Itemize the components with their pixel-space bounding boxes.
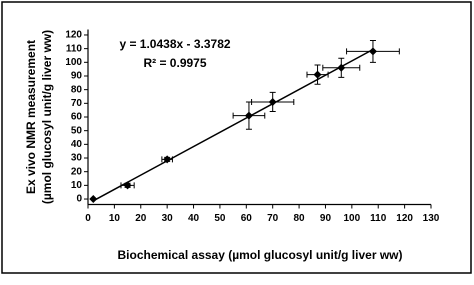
y-tick-label: 0 bbox=[76, 194, 82, 205]
y-tick-label: 60 bbox=[71, 112, 83, 123]
x-tick-label: 100 bbox=[344, 213, 361, 224]
y-axis-label: Ex vivo NMR measurement bbox=[24, 40, 38, 194]
point bbox=[244, 111, 253, 120]
x-tick-label: 130 bbox=[423, 213, 440, 224]
y-tick-label: 40 bbox=[71, 139, 83, 150]
x-axis-label: Biochemical assay (µmol glucosyl unit/g … bbox=[118, 248, 403, 262]
x-tick-label: 30 bbox=[162, 213, 174, 224]
x-tick-label: 70 bbox=[267, 213, 279, 224]
point bbox=[268, 97, 277, 106]
y-tick-label: 90 bbox=[71, 71, 83, 82]
y-tick-label: 10 bbox=[71, 180, 83, 191]
x-tick-label: 40 bbox=[188, 213, 200, 224]
y-tick-label: 20 bbox=[71, 166, 83, 177]
x-tick-label: 110 bbox=[370, 213, 387, 224]
x-tick-label: 20 bbox=[135, 213, 147, 224]
point bbox=[368, 47, 377, 56]
x-tick-label: 0 bbox=[85, 213, 91, 224]
y-tick-label: 100 bbox=[65, 57, 82, 68]
x-tick-label: 90 bbox=[320, 213, 332, 224]
x-tick-label: 10 bbox=[109, 213, 121, 224]
point bbox=[123, 181, 132, 190]
r-squared: R² = 0.9975 bbox=[143, 56, 206, 70]
y-axis-label: (µmol glucosyl unit/g liver ww) bbox=[40, 30, 54, 204]
point bbox=[337, 63, 346, 72]
x-tick-label: 80 bbox=[294, 213, 306, 224]
y-tick-label: 120 bbox=[65, 30, 82, 41]
y-tick-label: 80 bbox=[71, 84, 83, 95]
equation: y = 1.0438x - 3.3782 bbox=[119, 37, 230, 51]
x-tick-label: 120 bbox=[396, 213, 413, 224]
x-tick-label: 50 bbox=[214, 213, 226, 224]
point bbox=[89, 195, 98, 204]
point bbox=[163, 155, 172, 164]
x-tick-label: 60 bbox=[241, 213, 253, 224]
y-tick-label: 50 bbox=[71, 125, 83, 136]
y-tick-label: 70 bbox=[71, 98, 83, 109]
frame bbox=[1, 1, 472, 274]
y-tick-label: 110 bbox=[66, 43, 83, 54]
fit-line bbox=[92, 48, 374, 202]
y-tick-label: 30 bbox=[71, 153, 83, 164]
point bbox=[313, 70, 322, 79]
